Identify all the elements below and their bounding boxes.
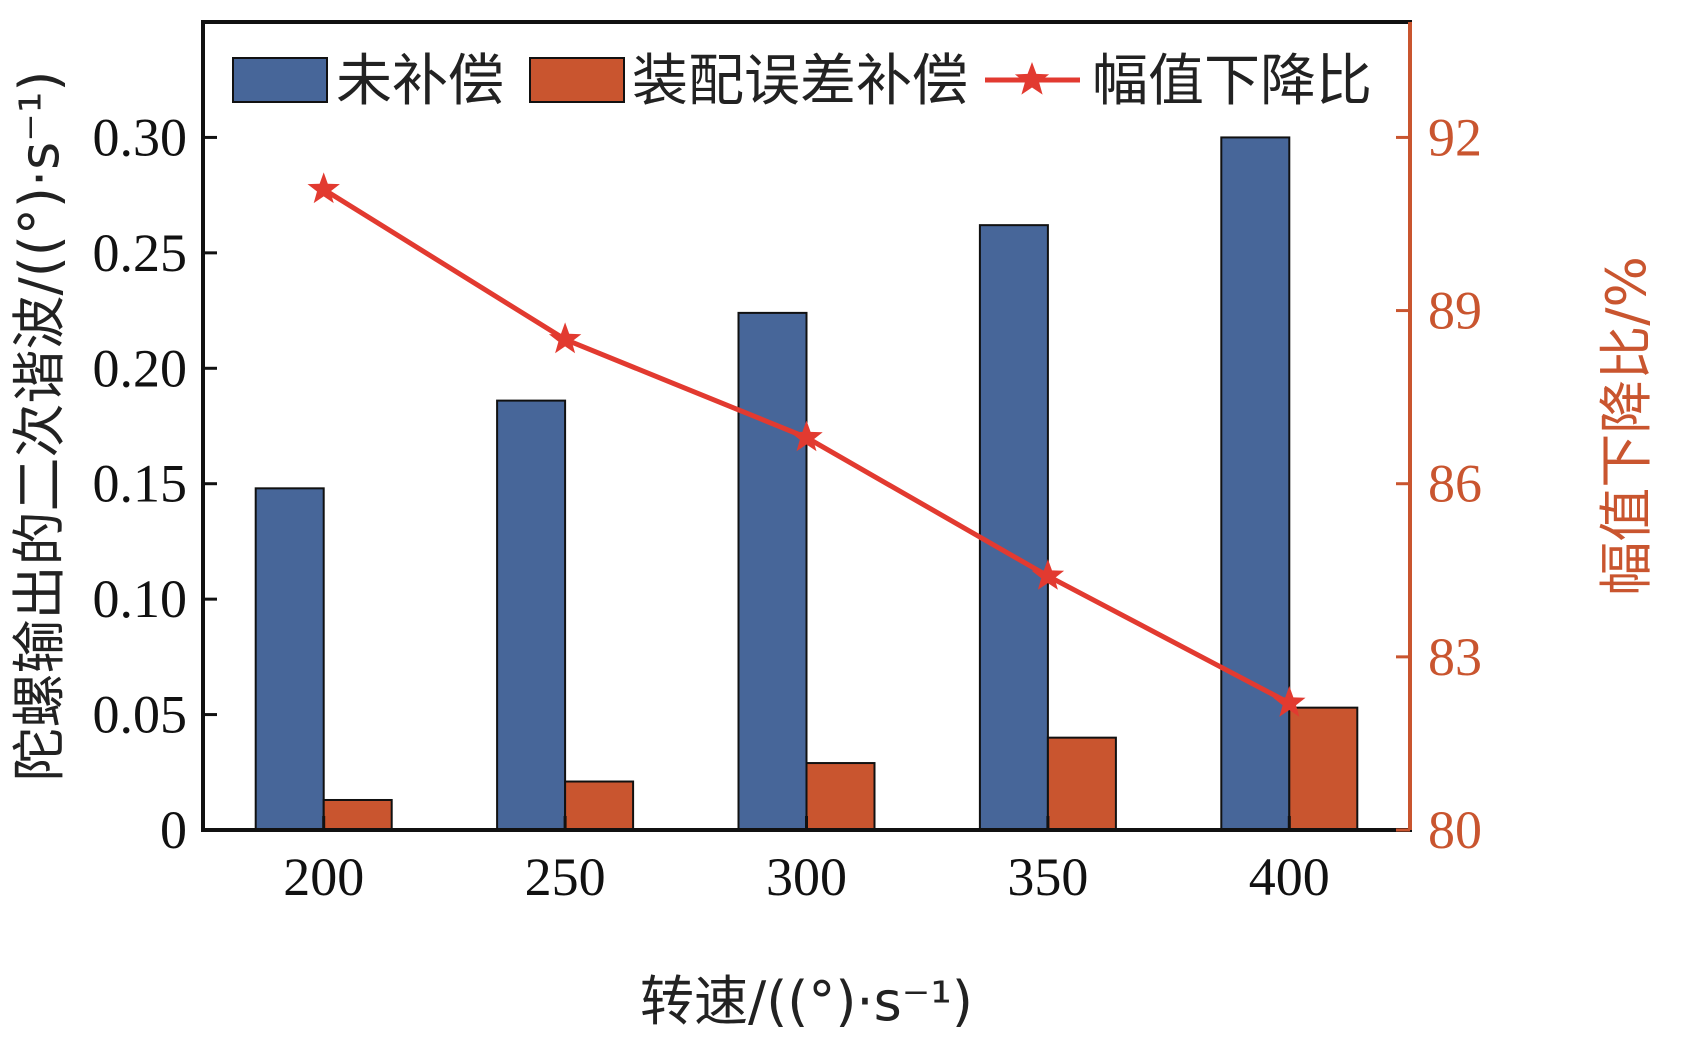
x-tick-label: 400: [1249, 847, 1330, 907]
ratio-point-300: [790, 420, 823, 452]
ratio-point-350: [1031, 559, 1065, 590]
left-tick-label: 0.25: [93, 223, 188, 283]
bar-uncompensated-400: [1220, 136, 1291, 831]
bar-uncompensated-200: [254, 487, 325, 831]
y2-axis-title: 幅值下降比/%: [1595, 256, 1658, 596]
ratio-point-400: [1273, 686, 1306, 717]
ratio-point-200: [307, 172, 340, 204]
bar-uncompensated-350: [978, 224, 1049, 831]
x-tick-label: 200: [283, 847, 364, 907]
right-tick-label: 86: [1428, 454, 1482, 514]
left-tick-label: 0.05: [93, 685, 188, 745]
left-tick-label: 0.30: [93, 107, 188, 167]
x-tick-label: 350: [1007, 847, 1088, 907]
right-tick-label: 80: [1428, 800, 1482, 860]
bar-assembly-compensated-400: [1288, 706, 1359, 831]
left-tick-label: 0.10: [93, 569, 188, 629]
bar-uncompensated-300: [737, 311, 808, 831]
legend: 未补偿 装配误差补偿 幅值下降比: [232, 49, 1372, 114]
left-tick-label: 0.15: [93, 454, 188, 514]
y-axis-title: 陀螺输出的二次谐波/((°)·s⁻¹): [8, 71, 71, 782]
bar-assembly-compensated-350: [1046, 736, 1117, 832]
bar-uncompensated-250: [496, 399, 567, 831]
line-layer: [307, 172, 1306, 717]
bar-assembly-compensated-200: [322, 798, 393, 832]
legend-label-assembly-compensated: 装配误差补偿: [632, 49, 968, 114]
bars-layer: [254, 136, 1359, 832]
left-tick-label: 0.20: [93, 338, 188, 398]
left-tick-label: 0: [160, 800, 187, 860]
legend-label-ratio: 幅值下降比: [1092, 49, 1372, 114]
right-tick-label: 89: [1428, 281, 1482, 341]
bar-assembly-compensated-300: [805, 762, 876, 832]
right-tick-label: 92: [1428, 107, 1482, 167]
legend-star-marker: [1014, 62, 1050, 95]
legend-swatch-uncompensated: [232, 57, 328, 103]
x-axis-ticks: 200 250 300 350 400: [283, 816, 1330, 907]
right-tick-label: 83: [1428, 627, 1482, 687]
x-tick-label: 250: [525, 847, 606, 907]
right-axis-ticks: 80 83 86 89 92: [1396, 107, 1482, 860]
x-axis-title: 转速/((°)·s⁻¹): [640, 970, 973, 1033]
bar-assembly-compensated-250: [564, 780, 635, 832]
legend-label-uncompensated: 未补偿: [336, 49, 504, 114]
ratio-point-250: [548, 322, 582, 354]
x-tick-label: 300: [766, 847, 847, 907]
legend-swatch-assembly-compensated: [529, 57, 625, 103]
left-axis-ticks: 0 0.05 0.10 0.15 0.20 0.25 0.30: [93, 107, 217, 860]
